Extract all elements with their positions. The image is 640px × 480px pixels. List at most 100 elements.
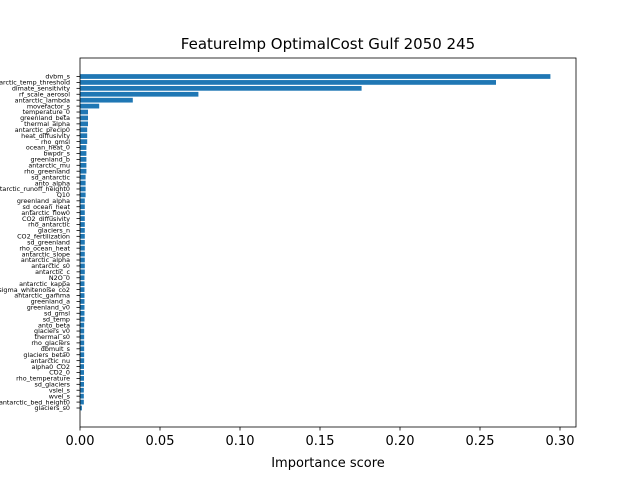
y-tick-label: greenland_v0 [27,304,70,312]
x-tick-label: 0.15 [306,434,335,449]
bar-anto_beta [80,322,85,328]
bar-thermal_s0 [80,334,85,340]
bar-heat_diffusivity [80,133,88,139]
bar-antarctic_flow0 [80,210,85,216]
y-tick-label: antarctic_runoff_height0 [0,185,70,193]
y-tick-label: antarctic_bed_height0 [0,398,70,406]
bar-dimate_sensitivity [80,85,362,91]
bar-antarctic_runoff_height0 [80,186,86,192]
bar-sd_gmsl [80,310,85,316]
bar-sd_greenland [80,239,85,245]
y-tick-label: antarctic_alpha [21,256,70,264]
y-tick-label: bwpdr_s [43,150,70,158]
bar-antarctic_slope [80,251,85,257]
bar-antarctic_gamma [80,293,85,298]
bar-glaciers_n [80,228,85,233]
y-tick-label: antarctic_nu [31,357,70,365]
bar-movefactor_s [80,103,100,109]
bar-temperature_0 [80,109,88,115]
bar-antarctic_nu [80,358,85,364]
y-tick-label: rho_antarctic [28,221,70,229]
bar-greenland_b [80,157,87,162]
y-tick-label: anto_beta [38,321,70,329]
bar-greenland_a [80,299,85,304]
bar-rho_antarctic [80,222,85,227]
bar-wvel_s [80,393,84,399]
y-tick-label: rho_glaciers [31,339,70,347]
y-tick-label: dbmult_s [41,345,71,353]
bar-rho_temperature [80,376,84,381]
y-tick-label: sd_greenland [27,238,70,246]
y-tick-label: CO2_diffusivity [22,215,70,223]
bar-greenland_beta [80,115,88,121]
bar-rho_gmsl [80,139,88,144]
x-tick-label: 0.25 [466,434,495,449]
y-tick-label: CO2_0 [49,369,70,377]
y-tick-label: Q10 [57,191,70,199]
x-axis-label: Importance score [271,456,385,471]
bar-rho_greenland [80,168,87,174]
y-tick-label: glaciers_v0 [34,327,70,335]
bar-rf_scale_aerosol [80,91,199,97]
x-tick-label: 0.10 [226,434,255,449]
y-tick-label: antarctic_c [35,268,70,276]
bar-sd_ocean_heat [80,204,85,210]
y-tick-label: glaciers_beta0 [23,351,70,359]
bar-antarctic_temp_threshold [80,80,496,85]
y-tick-label: dvbm_s [45,73,70,81]
y-tick-labels: dvbm_santarctic_temp_thresholddimate_sen… [0,73,80,412]
y-tick-label: antarctic_kappa [19,280,70,288]
bar-antarctic_mu [80,162,87,168]
x-tick-label: 0.00 [66,434,95,449]
bar-antarctic_alpha [80,257,85,263]
x-tick-labels: 0.00 0.05 0.10 0.15 0.20 0.25 0.30 [66,427,575,449]
chart-title: FeatureImp OptimalCost Gulf 2050 245 [181,35,475,53]
bars-group [80,74,551,411]
bar-CO2_fertilization [80,233,85,239]
bar-sd_glaciers [80,381,84,387]
y-tick-label: glaciers_n [38,227,70,235]
bar-sd_temp [80,316,85,322]
x-tick-label: 0.05 [146,434,175,449]
bar-CO2_0 [80,370,84,375]
y-tick-label: sd_ocean_heat [22,203,70,211]
y-tick-label: sd_gmsl [44,309,70,317]
y-tick-label: antarctic_flow0 [21,209,70,217]
bar-rho_glaciers [80,340,85,346]
bar-sigma_whitenoise_co2 [80,287,85,292]
y-tick-label: rf_scale_aerosol [19,90,70,98]
bar-N2O_0 [80,275,85,281]
bar-glaciers_s0 [80,405,82,411]
x-tick-label: 0.30 [546,434,575,449]
y-tick-label: antarctic_mu [28,161,70,169]
y-tick-label: antarctic_s0 [31,262,70,270]
bar-dbmult_s [80,346,85,352]
y-tick-label: antarctic_temp_threshold [0,79,70,87]
bar-vslel_s [80,387,84,393]
y-tick-label: greenland_alpha [17,197,70,205]
bar-ocean_heat_0 [80,145,87,150]
bar-greenland_v0 [80,304,85,310]
y-tick-label: sigma_whitenoise_co2 [0,286,70,294]
bar-alpha0_CO2 [80,364,84,369]
y-tick-label: greenland_b [30,156,70,164]
y-tick-label: alpha0_CO2 [31,363,70,371]
y-tick-label: thermal_alpha [24,120,70,128]
y-tick-label: antarctic_lambda [15,96,70,104]
y-tick-label: rho_ocean_heat [19,244,70,252]
y-tick-label: sd_temp [43,315,70,323]
y-tick-label: antarctic_slope [22,250,70,258]
bar-antarctic_precip0 [80,127,88,133]
bar-antarctic_c [80,269,85,275]
bar-antarctic_kappa [80,281,85,287]
y-tick-label: glaciers_s0 [34,404,70,412]
y-tick-label: greenland_a [31,298,70,306]
bar-anto_alpha [80,180,86,186]
y-tick-label: vslel_s [49,386,71,394]
bar-rho_ocean_heat [80,245,85,251]
y-tick-label: sd_antarctic [31,173,70,181]
plot-frame [79,57,577,428]
y-tick-label: temperature_0 [23,108,70,116]
bar-thermal_alpha [80,121,88,127]
